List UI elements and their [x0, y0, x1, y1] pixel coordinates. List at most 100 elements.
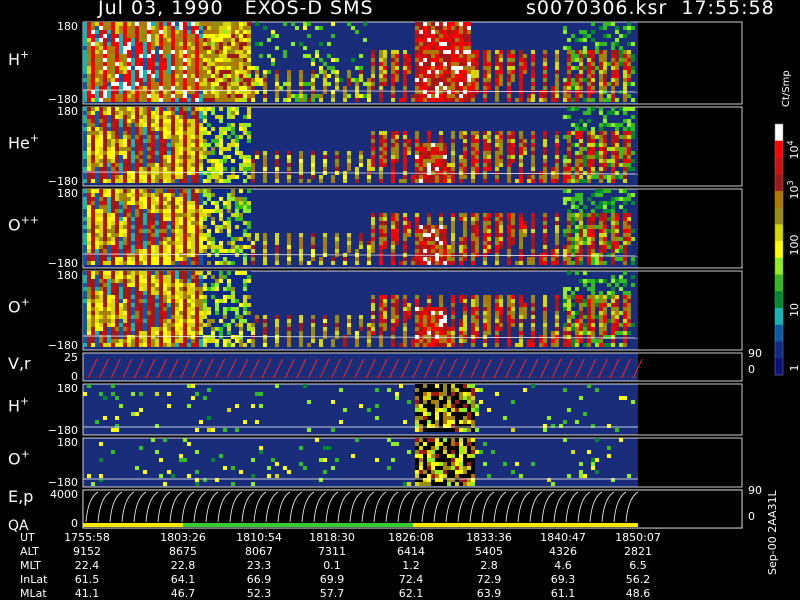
colorbar-swatch	[775, 157, 783, 175]
colorbar-swatch	[775, 174, 783, 192]
panel-label-superscript: +	[20, 48, 29, 61]
panel-empty-region	[638, 384, 742, 435]
x-axis-value: 48.6	[626, 587, 651, 600]
colorbar-swatch	[775, 207, 783, 225]
x-axis-value: 1850:07	[615, 531, 661, 544]
panel-label-superscript: +	[21, 448, 30, 461]
x-axis-value: 4.6	[554, 559, 572, 572]
colorbar-swatch	[775, 358, 783, 376]
colorbar-unit-label: Ct/Smp	[781, 70, 792, 107]
colorbar-tick-label: 103	[786, 180, 800, 199]
x-axis-value: 72.4	[399, 573, 424, 586]
panel-label: O+	[8, 296, 30, 317]
right-axis-top-label: 90	[748, 484, 762, 497]
x-axis-value: 8067	[245, 545, 273, 558]
energy-trace	[85, 491, 639, 523]
colorbar-swatch	[775, 257, 783, 276]
qa-bar-segment	[413, 523, 638, 527]
x-axis-value: 1810:54	[236, 531, 282, 544]
x-axis-row-name: ALT	[20, 545, 39, 558]
panel-7	[82, 437, 743, 488]
x-axis-value: 1818:30	[309, 531, 355, 544]
x-axis-value: 1755:58	[64, 531, 110, 544]
panel-8	[82, 489, 743, 529]
x-axis-value: 72.9	[477, 573, 502, 586]
x-axis-value: 46.7	[171, 587, 196, 600]
colorbar-tick-label: 100	[788, 235, 800, 256]
panel-label-superscript: +	[20, 395, 29, 408]
x-axis-value: 2.8	[480, 559, 498, 572]
chart-title-file: s0070306.ksr 17:55:58	[526, 0, 775, 19]
x-axis-value: 66.9	[247, 573, 272, 586]
colorbar-tick-exponent: 3	[786, 180, 795, 185]
panel-label: O+	[8, 448, 30, 469]
x-axis-value: 5405	[475, 545, 503, 558]
x-axis-value: 22.4	[75, 559, 100, 572]
side-label: Sep-00 2AA31L	[766, 490, 779, 575]
x-axis-value: 62.1	[399, 587, 424, 600]
x-axis-value: 1833:36	[466, 531, 512, 544]
y-axis-top-label: 180	[57, 382, 78, 395]
x-axis-value: 61.1	[551, 587, 576, 600]
right-axis-top-label: 90	[748, 347, 762, 360]
y-axis-bottom-label: 0	[71, 370, 78, 383]
panel-label: H+	[8, 48, 29, 69]
x-axis-value: 8675	[169, 545, 197, 558]
reference-trace	[82, 253, 639, 257]
y-axis-top-label: 180	[57, 20, 78, 33]
panel-4	[82, 270, 743, 351]
panel-labels: 180−180H+180−180He+180−180O++180−180O+25…	[8, 20, 762, 534]
panel-frame	[82, 489, 743, 529]
velocity-trace	[87, 358, 643, 379]
panel-label: He+	[8, 132, 39, 153]
x-axis-value: 23.3	[247, 559, 272, 572]
y-axis-bottom-label: −180	[48, 476, 78, 489]
x-axis-value: 1840:47	[540, 531, 586, 544]
panel-label: H+	[8, 395, 29, 416]
panel-label-superscript: +	[21, 296, 30, 309]
x-axis-value: 41.1	[75, 587, 100, 600]
y-axis-bottom-label: −180	[48, 257, 78, 270]
colorbar-swatch	[775, 140, 783, 158]
panel-2	[82, 106, 743, 187]
y-axis-top-label: 180	[57, 105, 78, 118]
panel-6	[82, 383, 743, 436]
panel-empty-region	[638, 189, 742, 268]
colorbar-swatch	[775, 190, 783, 209]
panel-label: E,p	[8, 487, 33, 506]
colorbar-tick-label: 104	[786, 140, 800, 159]
x-axis-value: 7311	[318, 545, 346, 558]
panel-label: O++	[8, 214, 39, 235]
x-axis-value: 4326	[549, 545, 577, 558]
x-axis-value: 56.2	[626, 573, 651, 586]
colorbar-swatch	[775, 308, 783, 326]
colorbar-swatch	[775, 241, 783, 259]
x-axis-value: 6.5	[629, 559, 647, 572]
panel-empty-region	[638, 107, 742, 186]
x-axis-value: 1803:26	[160, 531, 206, 544]
x-axis-row-name: MLT	[20, 559, 41, 572]
panel-3	[82, 188, 743, 269]
panel-empty-region	[638, 353, 742, 381]
y-axis-bottom-label: −180	[48, 424, 78, 437]
colorbar-swatch	[775, 324, 783, 343]
panel-frame	[82, 352, 743, 382]
panel-label-superscript: ++	[21, 214, 39, 227]
y-axis-top-label: 180	[57, 436, 78, 449]
colorbar-swatch	[775, 341, 783, 359]
colorbar-swatch	[775, 274, 783, 292]
chart-title-date: Jul 03, 1990 EXOS-D SMS	[98, 0, 374, 19]
y-axis-top-label: 180	[57, 269, 78, 282]
panel-background	[83, 438, 638, 487]
reference-trace	[82, 89, 639, 93]
x-axis-value: 61.5	[75, 573, 100, 586]
y-axis-bottom-label: −180	[48, 93, 78, 106]
reference-trace	[82, 171, 639, 175]
colorbar-swatch	[775, 291, 783, 309]
x-axis-value: 52.3	[247, 587, 272, 600]
panel-frame	[82, 437, 743, 488]
y-axis-bottom-label: 0	[71, 517, 78, 530]
colorbar-swatch	[775, 224, 783, 242]
panel-5	[82, 352, 743, 382]
x-axis-value: 69.3	[551, 573, 576, 586]
